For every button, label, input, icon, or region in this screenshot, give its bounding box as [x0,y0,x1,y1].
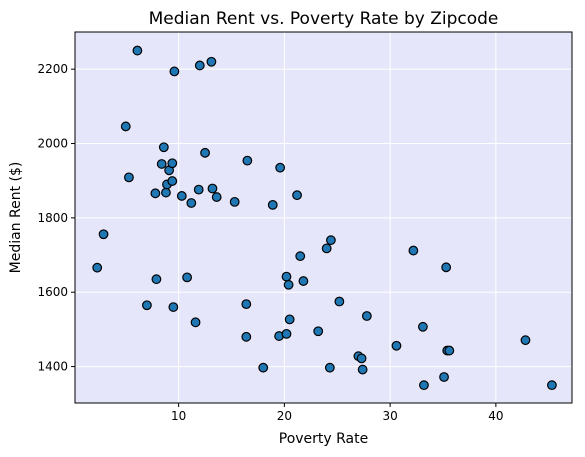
scatter-point [186,198,197,208]
scatter-point [418,321,428,332]
scatter-point [267,199,278,210]
scatter-point [182,272,192,283]
scatter-point [98,229,109,240]
scatter-point [92,262,103,273]
scatter-point [132,45,143,56]
axis-ticks: 10 20 30 40 1400 1600 1800 2000 2200 [37,62,503,423]
scatter-point [547,380,557,391]
scatter-point [258,362,269,373]
scatter-point [151,274,162,285]
scatter-point [361,311,372,321]
scatter-point [168,302,179,312]
scatter-point [167,158,178,169]
scatter-point [241,331,252,342]
scatter-point [275,162,286,173]
x-tick-label: 10 [171,409,186,423]
scatter-point [120,121,131,132]
chart-title: Median Rent vs. Poverty Rate by Zipcode [149,9,499,29]
scatter-point [281,271,292,282]
scatter-point [439,372,449,382]
scatter-point [313,326,324,337]
data-points [92,45,557,391]
x-tick-label: 40 [488,409,503,423]
scatter-point [161,187,171,198]
x-axis-label: Poverty Rate [279,431,369,447]
scatter-point [156,159,167,169]
scatter-point [200,147,210,158]
scatter-point [283,279,294,290]
scatter-point [326,235,336,246]
scatter-point [207,183,218,194]
y-tick-label: 1400 [37,360,68,374]
y-tick-label: 1600 [37,285,68,299]
scatter-point [334,296,345,307]
x-tick-label: 20 [277,409,292,423]
scatter-point [292,190,302,201]
scatter-point [284,314,295,325]
scatter-point [150,188,161,199]
scatter-point [408,245,419,256]
scatter-point [298,276,309,286]
scatter-point [176,191,187,201]
y-tick-label: 2000 [37,137,68,151]
grid-lines [75,32,572,403]
scatter-point [193,184,204,195]
scatter-point [190,317,201,328]
scatter-point [142,300,152,311]
scatter-point [357,364,368,375]
scatter-point [391,340,402,351]
scatter-point [169,66,180,77]
scatter-point [206,56,217,67]
scatter-point [281,328,292,339]
scatter-point [167,176,178,186]
scatter-point [241,299,252,310]
scatter-point [321,243,332,254]
scatter-point [158,142,169,153]
x-tick-label: 30 [382,409,397,423]
y-axis-label: Median Rent ($) [8,162,24,274]
y-tick-label: 2200 [37,62,68,76]
scatter-point [124,172,134,183]
scatter-point [295,251,306,262]
scatter-point [356,353,367,364]
scatter-point [419,380,429,391]
scatter-point [324,362,335,373]
scatter-point [444,345,455,356]
scatter-point [194,60,205,71]
scatter-point [229,196,240,207]
y-tick-label: 1800 [37,211,68,225]
scatter-point [211,192,222,202]
scatter-point [242,155,253,166]
scatter-point [441,262,452,273]
scatter-point [520,335,531,346]
